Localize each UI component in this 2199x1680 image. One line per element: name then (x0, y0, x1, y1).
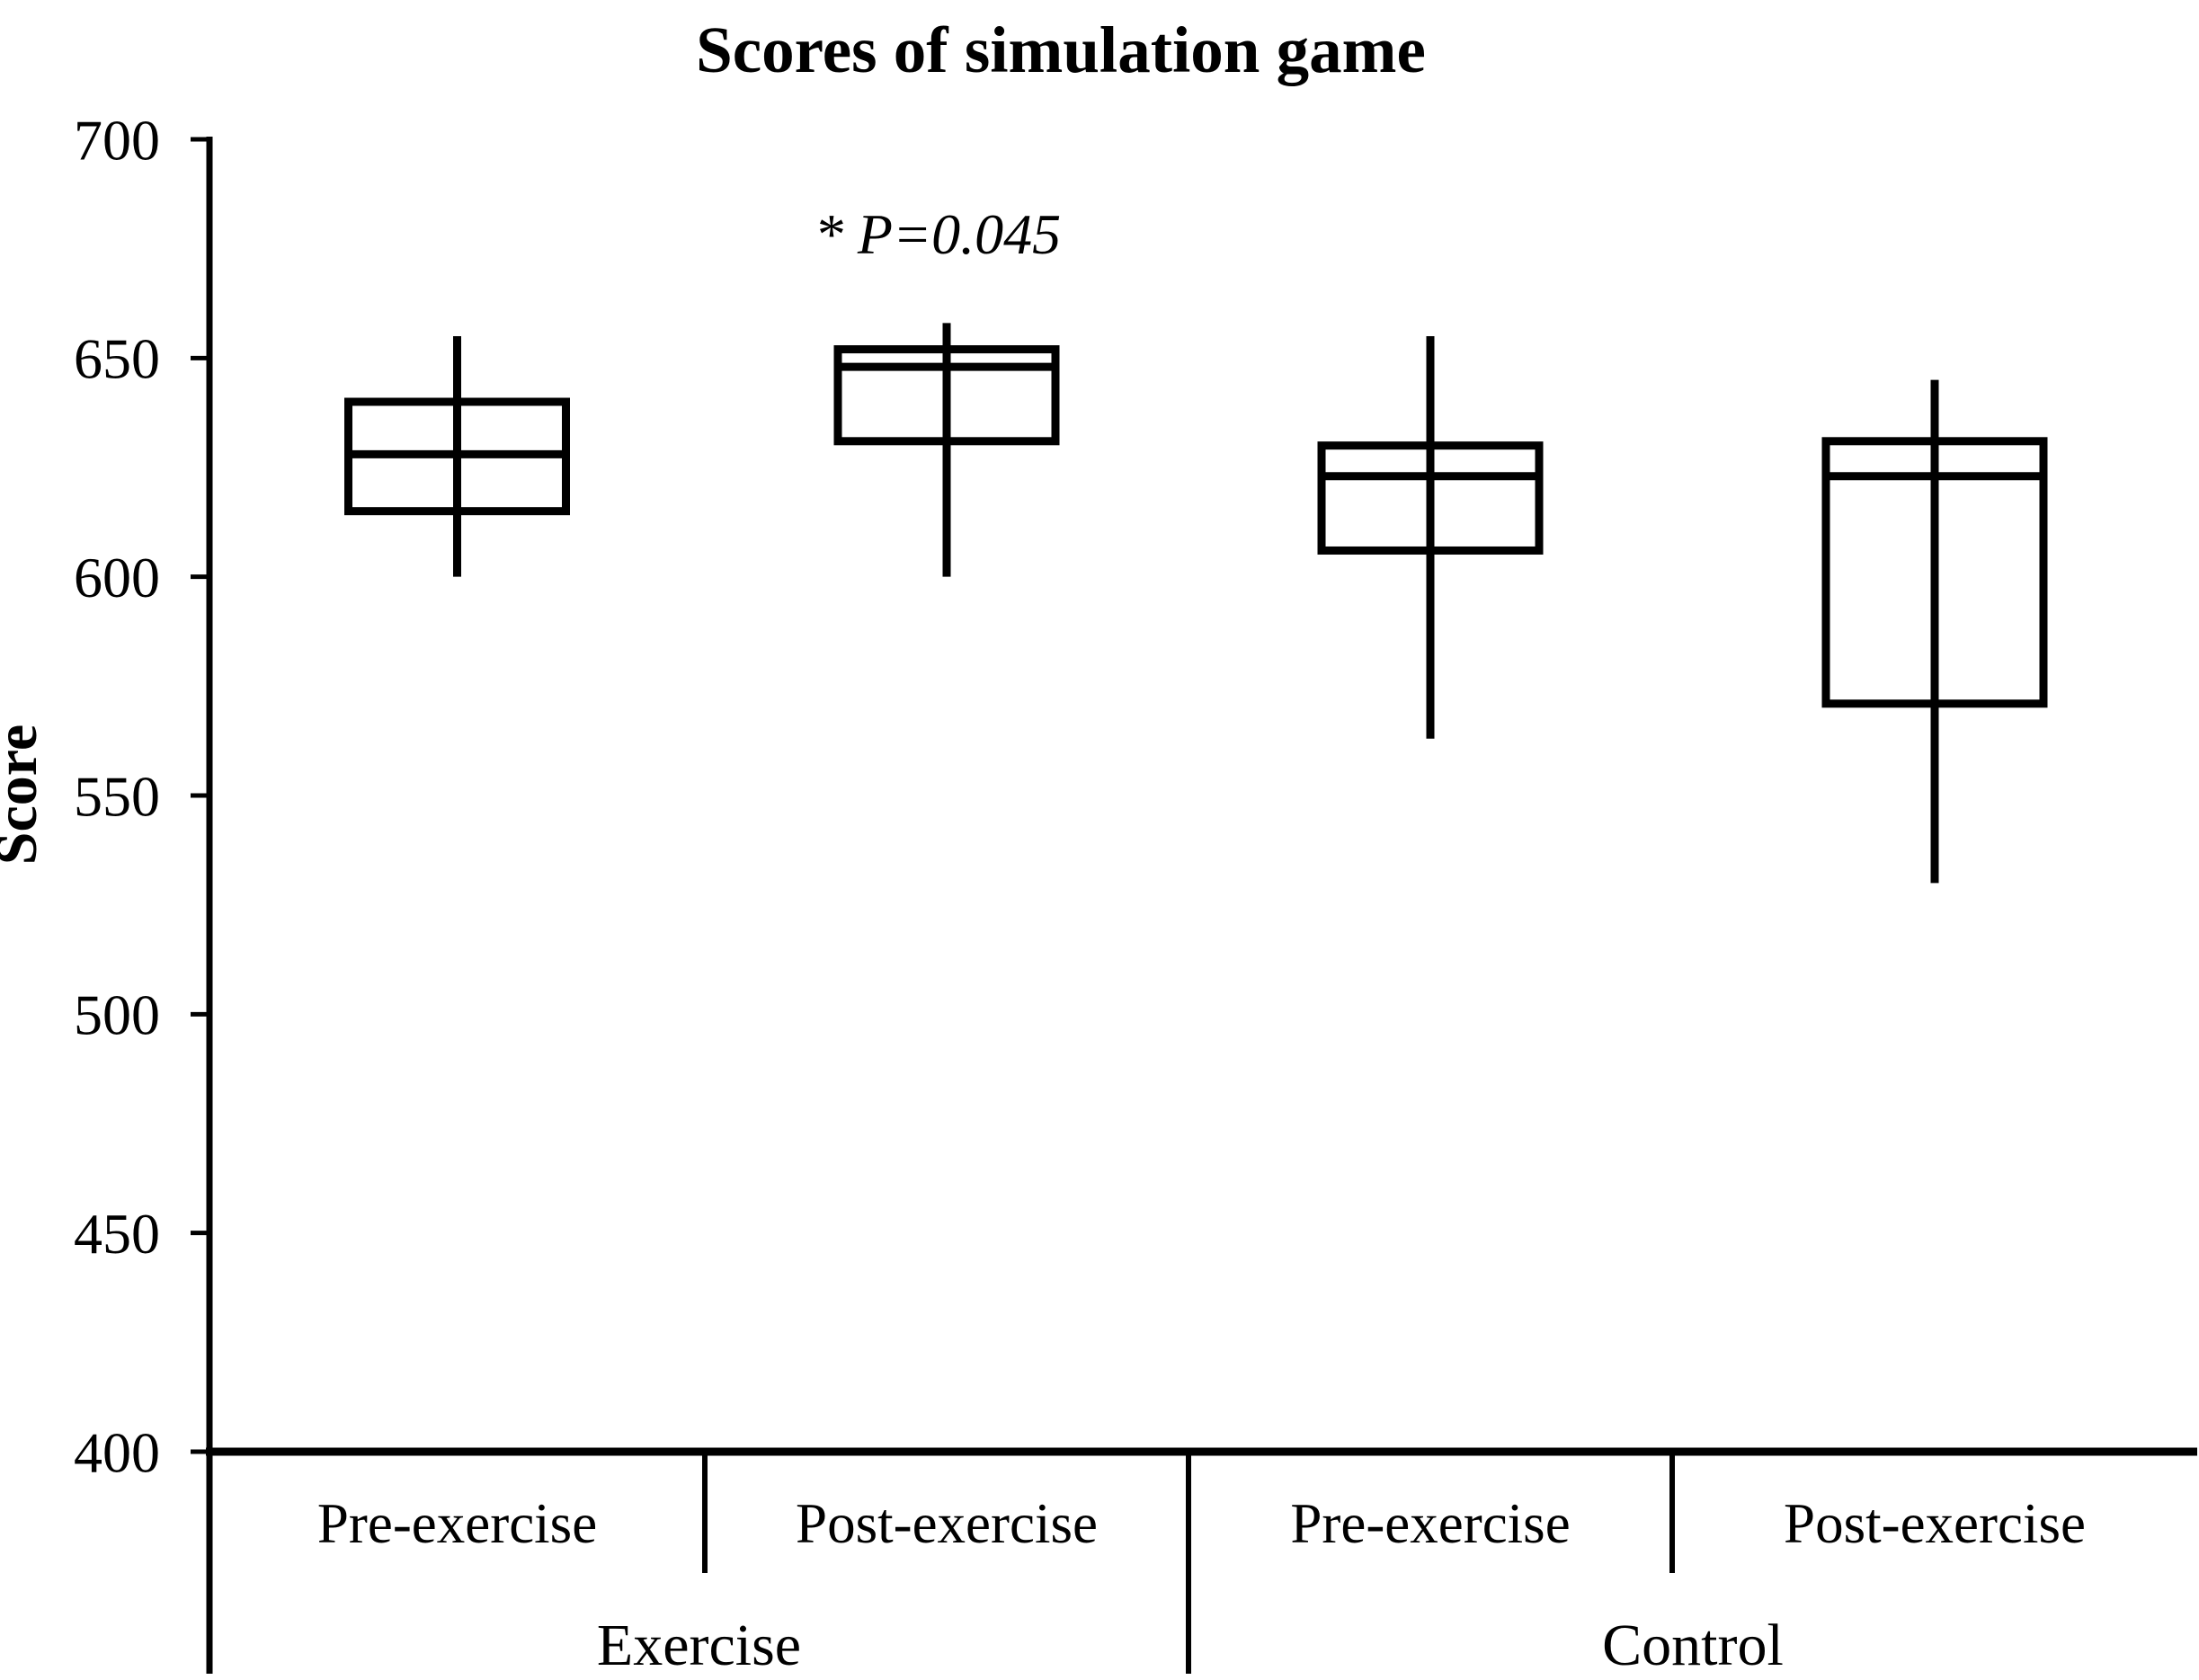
significance-annotation: * P=0.045 (815, 202, 1061, 266)
y-axis-tick-label: 700 (74, 108, 160, 172)
y-axis-tick-label: 650 (74, 327, 160, 391)
y-axis-title: Score (0, 724, 49, 865)
y-axis-tick-label: 450 (74, 1202, 160, 1266)
box-rect-exercise-post-exercise (833, 345, 1060, 446)
group-label-control: Control (1602, 1613, 1784, 1678)
y-axis-tick-label: 600 (74, 546, 160, 609)
category-label-1: Post-exercise (796, 1492, 1098, 1555)
y-axis-tick-label: 400 (74, 1420, 160, 1484)
box-rect-control-pre-exercise (1317, 441, 1544, 555)
category-label-0: Pre-exercise (317, 1492, 597, 1555)
box-rect-control-post-exercise (1821, 437, 2048, 708)
y-axis-tick-label: 550 (74, 764, 160, 828)
chart-title: Scores of simulation game (696, 13, 1426, 86)
category-label-3: Post-exercise (1784, 1492, 2086, 1555)
category-label-2: Pre-exercise (1290, 1492, 1570, 1555)
group-label-exercise: Exercise (597, 1613, 801, 1678)
y-axis-tick-label: 500 (74, 983, 160, 1047)
